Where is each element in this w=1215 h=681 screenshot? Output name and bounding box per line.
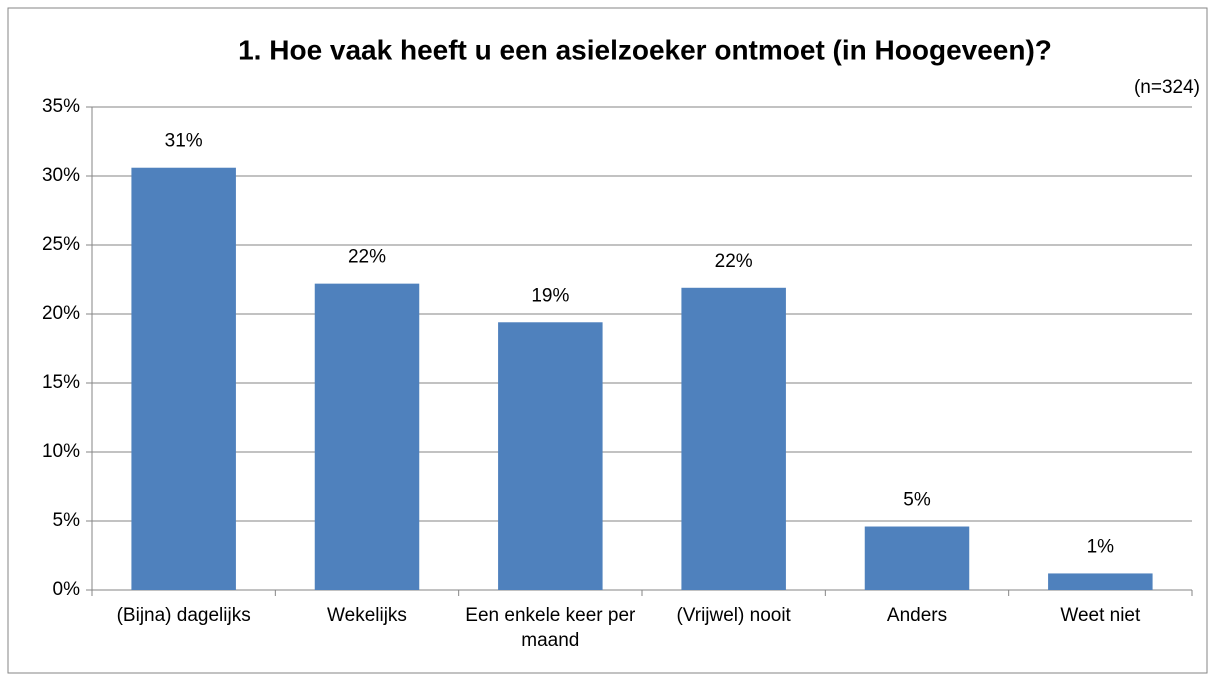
data-label: 22% (715, 251, 753, 272)
data-label: 19% (531, 285, 569, 306)
data-label: 22% (348, 247, 386, 268)
x-tick-label: Anders (886, 605, 948, 626)
y-tick-label: 0% (53, 579, 81, 600)
y-tick-label: 15% (42, 372, 80, 393)
bar (1048, 573, 1153, 590)
data-label: 5% (903, 490, 931, 511)
y-tick-label: 20% (42, 303, 80, 324)
bar (131, 167, 236, 590)
chart-title: 1. Hoe vaak heeft u een asielzoeker ontm… (238, 34, 1052, 65)
x-tick-label: (Bijna) dagelijks (116, 605, 251, 626)
data-label: 1% (1087, 536, 1115, 557)
x-tick-label: (Vrijwel) nooit (676, 605, 791, 626)
y-tick-label: 30% (42, 165, 80, 186)
bar (314, 283, 420, 590)
y-tick-label: 25% (42, 234, 80, 255)
x-tick-label: Wekelijks (327, 605, 407, 626)
chart-subtitle: (n=324) (1134, 77, 1200, 98)
bar (498, 322, 603, 590)
data-label: 31% (165, 131, 203, 152)
y-tick-label: 5% (53, 510, 81, 531)
bar (864, 526, 970, 590)
bar (681, 287, 786, 590)
y-tick-label: 35% (42, 96, 80, 117)
x-tick-label: Weet niet (1060, 605, 1141, 626)
y-tick-label: 10% (42, 441, 80, 462)
x-tick-label: Een enkele keer per maand (465, 605, 636, 651)
